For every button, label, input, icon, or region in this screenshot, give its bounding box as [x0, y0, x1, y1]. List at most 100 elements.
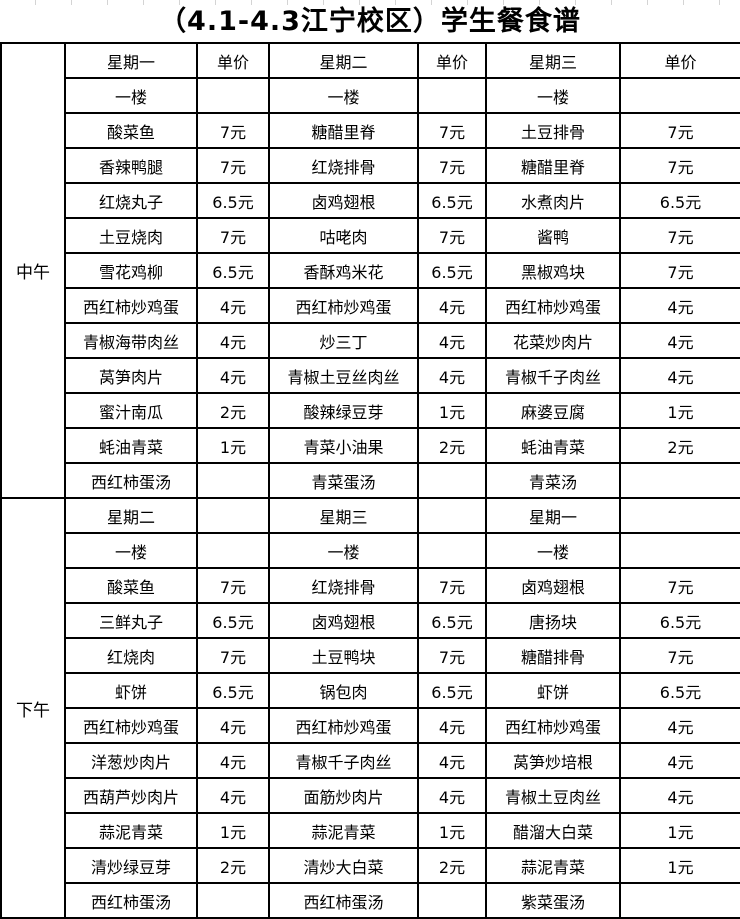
- menu-row: 酸菜鱼 7元 红烧排骨 7元 卤鸡翅根 7元: [1, 567, 740, 604]
- dish-cell: 咕咾肉: [268, 217, 419, 254]
- dish-cell: 酸辣绿豆芽: [268, 392, 419, 429]
- dish-cell: 青椒千子肉丝: [485, 357, 621, 394]
- price-cell: 7元: [417, 147, 487, 184]
- price-cell: [619, 462, 740, 499]
- floor-row: 一楼 一楼 一楼: [1, 77, 740, 114]
- price-cell: 6.5元: [619, 182, 740, 219]
- menu-table: 中午 星期一 单价 星期二 单价 星期三 单价 一楼 一楼 一楼 酸菜鱼 7元 糖醋里脊 7元 土豆排骨 7元…: [0, 42, 740, 919]
- price-cell: 2元: [417, 427, 487, 464]
- soup-row: 西红柿蛋汤 青菜蛋汤 青菜汤: [1, 462, 740, 499]
- floor-cell: 一楼: [64, 532, 198, 569]
- menu-row: 蒜泥青菜 1元 蒜泥青菜 1元 醋溜大白菜 1元: [1, 812, 740, 849]
- price-cell: 4元: [619, 777, 740, 814]
- price-cell: 4元: [196, 777, 270, 814]
- dish-cell: 炒三丁: [268, 322, 419, 359]
- menu-row: 虾饼 6.5元 锅包肉 6.5元 虾饼 6.5元: [1, 672, 740, 709]
- dish-cell: 唐扬块: [485, 602, 621, 639]
- price-cell: 6.5元: [196, 602, 270, 639]
- dish-cell: 青菜小油果: [268, 427, 419, 464]
- price-cell: [417, 882, 487, 919]
- day-header-cell: 星期二: [268, 42, 419, 79]
- price-cell: 7元: [196, 217, 270, 254]
- dish-cell: 卤鸡翅根: [268, 602, 419, 639]
- price-cell: 1元: [619, 812, 740, 849]
- dish-cell: 青椒千子肉丝: [268, 742, 419, 779]
- dish-cell: 三鲜丸子: [64, 602, 198, 639]
- price-cell: 4元: [196, 707, 270, 744]
- dish-cell: 青椒海带肉丝: [64, 322, 198, 359]
- price-cell: 4元: [196, 322, 270, 359]
- menu-row: 西红柿炒鸡蛋 4元 西红柿炒鸡蛋 4元 西红柿炒鸡蛋 4元: [1, 707, 740, 744]
- dish-cell: 清炒大白菜: [268, 847, 419, 884]
- price-cell: 1元: [619, 392, 740, 429]
- menu-row: 香辣鸭腿 7元 红烧排骨 7元 糖醋里脊 7元: [1, 147, 740, 184]
- price-cell: 1元: [619, 847, 740, 884]
- price-cell: 7元: [417, 217, 487, 254]
- price-cell: [196, 462, 270, 499]
- day-header-cell: 星期三: [485, 42, 621, 79]
- menu-table-body: 中午 星期一 单价 星期二 单价 星期三 单价 一楼 一楼 一楼 酸菜鱼 7元 糖醋里脊 7元 土豆排骨 7元…: [0, 42, 740, 919]
- menu-row: 清炒绿豆芽 2元 清炒大白菜 2元 蒜泥青菜 1元: [1, 847, 740, 884]
- dish-cell: 西红柿蛋汤: [64, 882, 198, 919]
- dish-cell: 蚝油青菜: [485, 427, 621, 464]
- price-cell: 4元: [619, 707, 740, 744]
- dish-cell: 蚝油青菜: [64, 427, 198, 464]
- price-cell: [619, 532, 740, 569]
- section-label-lunch: 中午: [0, 42, 66, 499]
- price-cell: 6.5元: [196, 182, 270, 219]
- dish-cell: 青菜汤: [485, 462, 621, 499]
- price-cell: 6.5元: [417, 672, 487, 709]
- price-cell: 4元: [417, 322, 487, 359]
- dish-cell: 洋葱炒肉片: [64, 742, 198, 779]
- price-cell: 7元: [196, 637, 270, 674]
- dish-cell: 清炒绿豆芽: [64, 847, 198, 884]
- dish-cell: 酸菜鱼: [64, 567, 198, 604]
- dish-cell: 黑椒鸡块: [485, 252, 621, 289]
- price-header-cell: 单价: [196, 42, 270, 79]
- day-header-cell: 星期一: [485, 497, 621, 534]
- price-cell: [619, 77, 740, 114]
- soup-row: 西红柿蛋汤 西红柿蛋汤 紫菜蛋汤: [1, 882, 740, 919]
- menu-row: 西红柿炒鸡蛋 4元 西红柿炒鸡蛋 4元 西红柿炒鸡蛋 4元: [1, 287, 740, 324]
- dish-cell: 虾饼: [485, 672, 621, 709]
- dish-cell: 西红柿炒鸡蛋: [268, 287, 419, 324]
- dish-cell: 青椒土豆丝肉丝: [268, 357, 419, 394]
- price-cell: 7元: [619, 252, 740, 289]
- dish-cell: 红烧排骨: [268, 567, 419, 604]
- price-header-cell: [417, 497, 487, 534]
- price-cell: 2元: [196, 392, 270, 429]
- price-cell: 6.5元: [196, 672, 270, 709]
- floor-cell: 一楼: [64, 77, 198, 114]
- price-cell: 4元: [417, 742, 487, 779]
- floor-cell: 一楼: [485, 532, 621, 569]
- menu-row: 蜜汁南瓜 2元 酸辣绿豆芽 1元 麻婆豆腐 1元: [1, 392, 740, 429]
- price-cell: 4元: [619, 357, 740, 394]
- page-title: （4.1-4.3江宁校区）学生餐食谱: [159, 6, 581, 37]
- price-cell: 4元: [196, 357, 270, 394]
- dish-cell: 香辣鸭腿: [64, 147, 198, 184]
- price-cell: 6.5元: [417, 252, 487, 289]
- menu-row: 洋葱炒肉片 4元 青椒千子肉丝 4元 莴笋炒培根 4元: [1, 742, 740, 779]
- price-cell: 7元: [196, 112, 270, 149]
- menu-row: 蚝油青菜 1元 青菜小油果 2元 蚝油青菜 2元: [1, 427, 740, 464]
- dish-cell: 土豆排骨: [485, 112, 621, 149]
- dish-cell: 青椒土豆肉丝: [485, 777, 621, 814]
- dish-cell: 酸菜鱼: [64, 112, 198, 149]
- price-cell: [417, 532, 487, 569]
- dish-cell: 水煮肉片: [485, 182, 621, 219]
- price-cell: 7元: [619, 217, 740, 254]
- dish-cell: 红烧排骨: [268, 147, 419, 184]
- price-cell: [417, 462, 487, 499]
- dish-cell: 雪花鸡柳: [64, 252, 198, 289]
- dish-cell: 西红柿炒鸡蛋: [64, 707, 198, 744]
- dish-cell: 花菜炒肉片: [485, 322, 621, 359]
- price-cell: 6.5元: [196, 252, 270, 289]
- dish-cell: 蒜泥青菜: [64, 812, 198, 849]
- dish-cell: 蒜泥青菜: [268, 812, 419, 849]
- price-cell: 4元: [417, 287, 487, 324]
- floor-row: 一楼 一楼 一楼: [1, 532, 740, 569]
- price-header-cell: [196, 497, 270, 534]
- price-cell: 1元: [417, 812, 487, 849]
- dish-cell: 紫菜蛋汤: [485, 882, 621, 919]
